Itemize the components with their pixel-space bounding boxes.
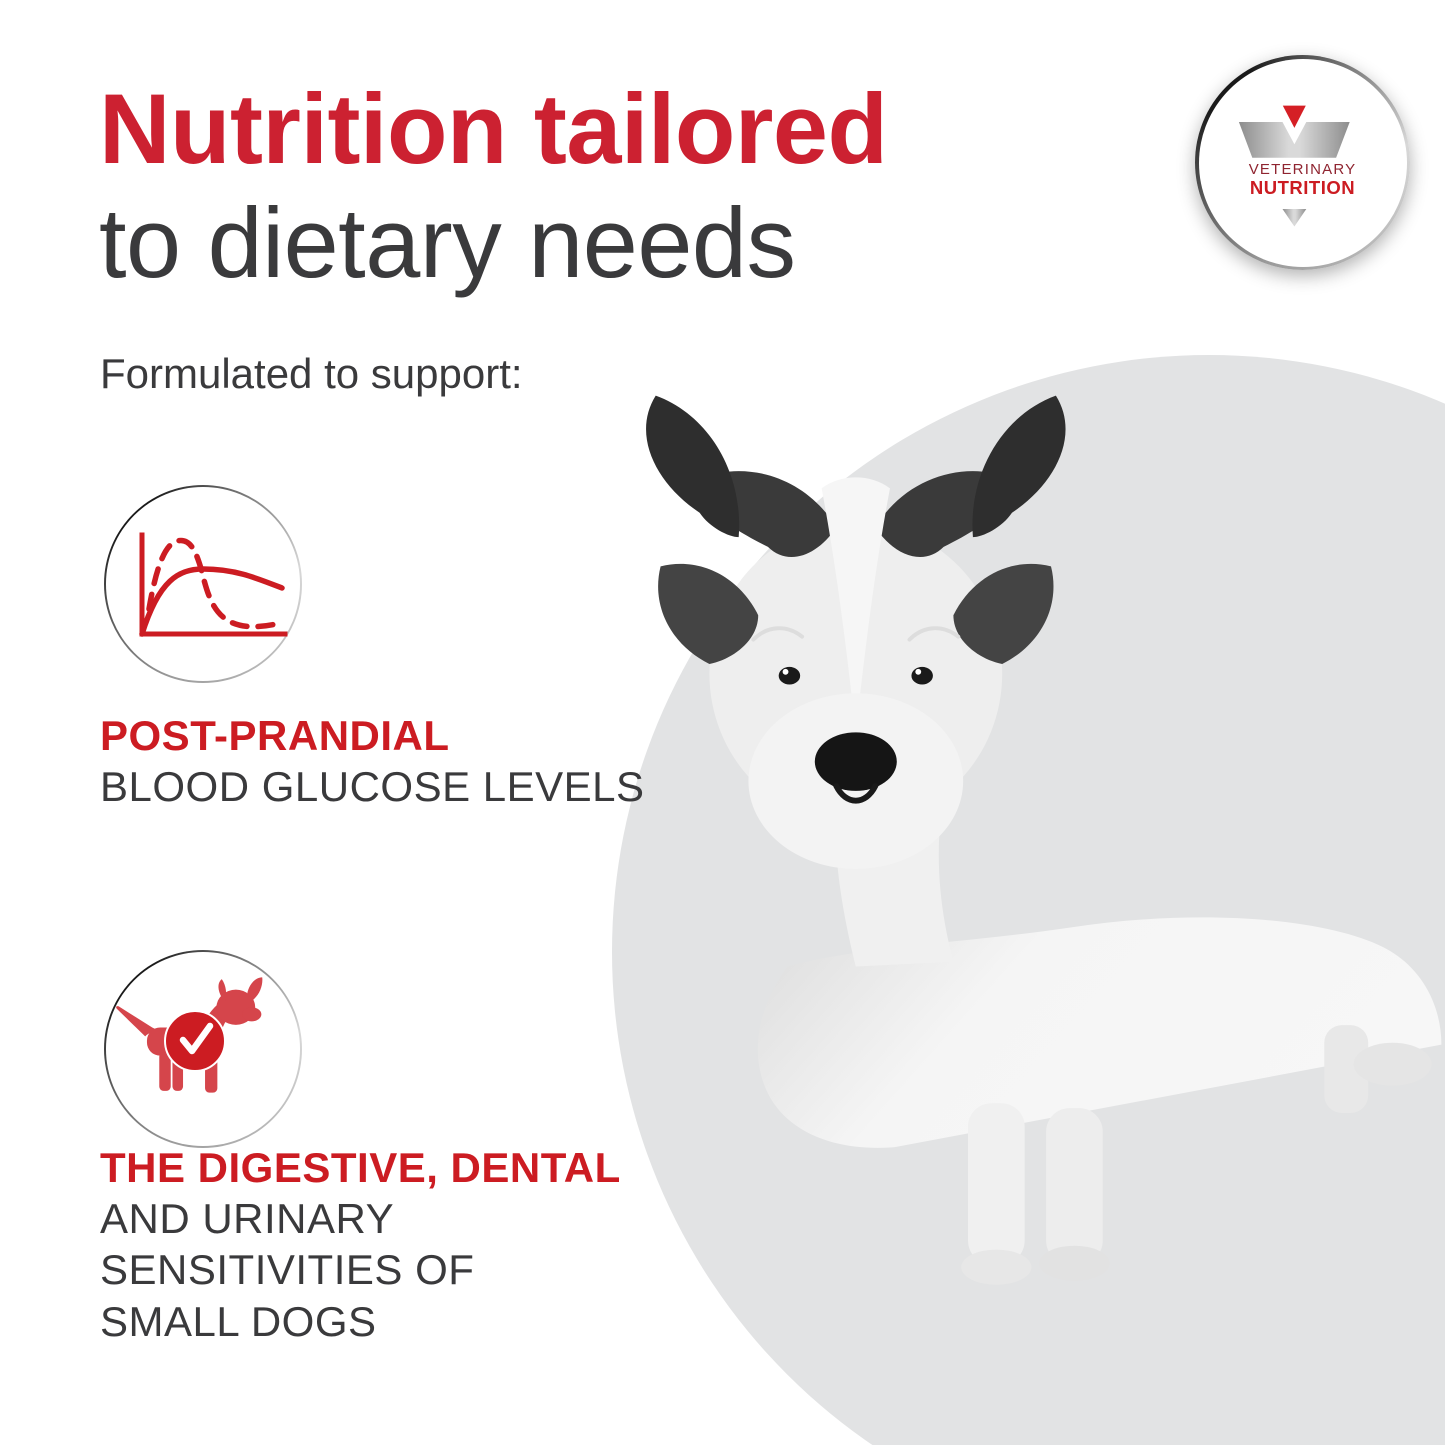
svg-text:NUTRITION: NUTRITION [1250, 177, 1355, 198]
svg-text:VETERINARY: VETERINARY [1249, 161, 1357, 178]
